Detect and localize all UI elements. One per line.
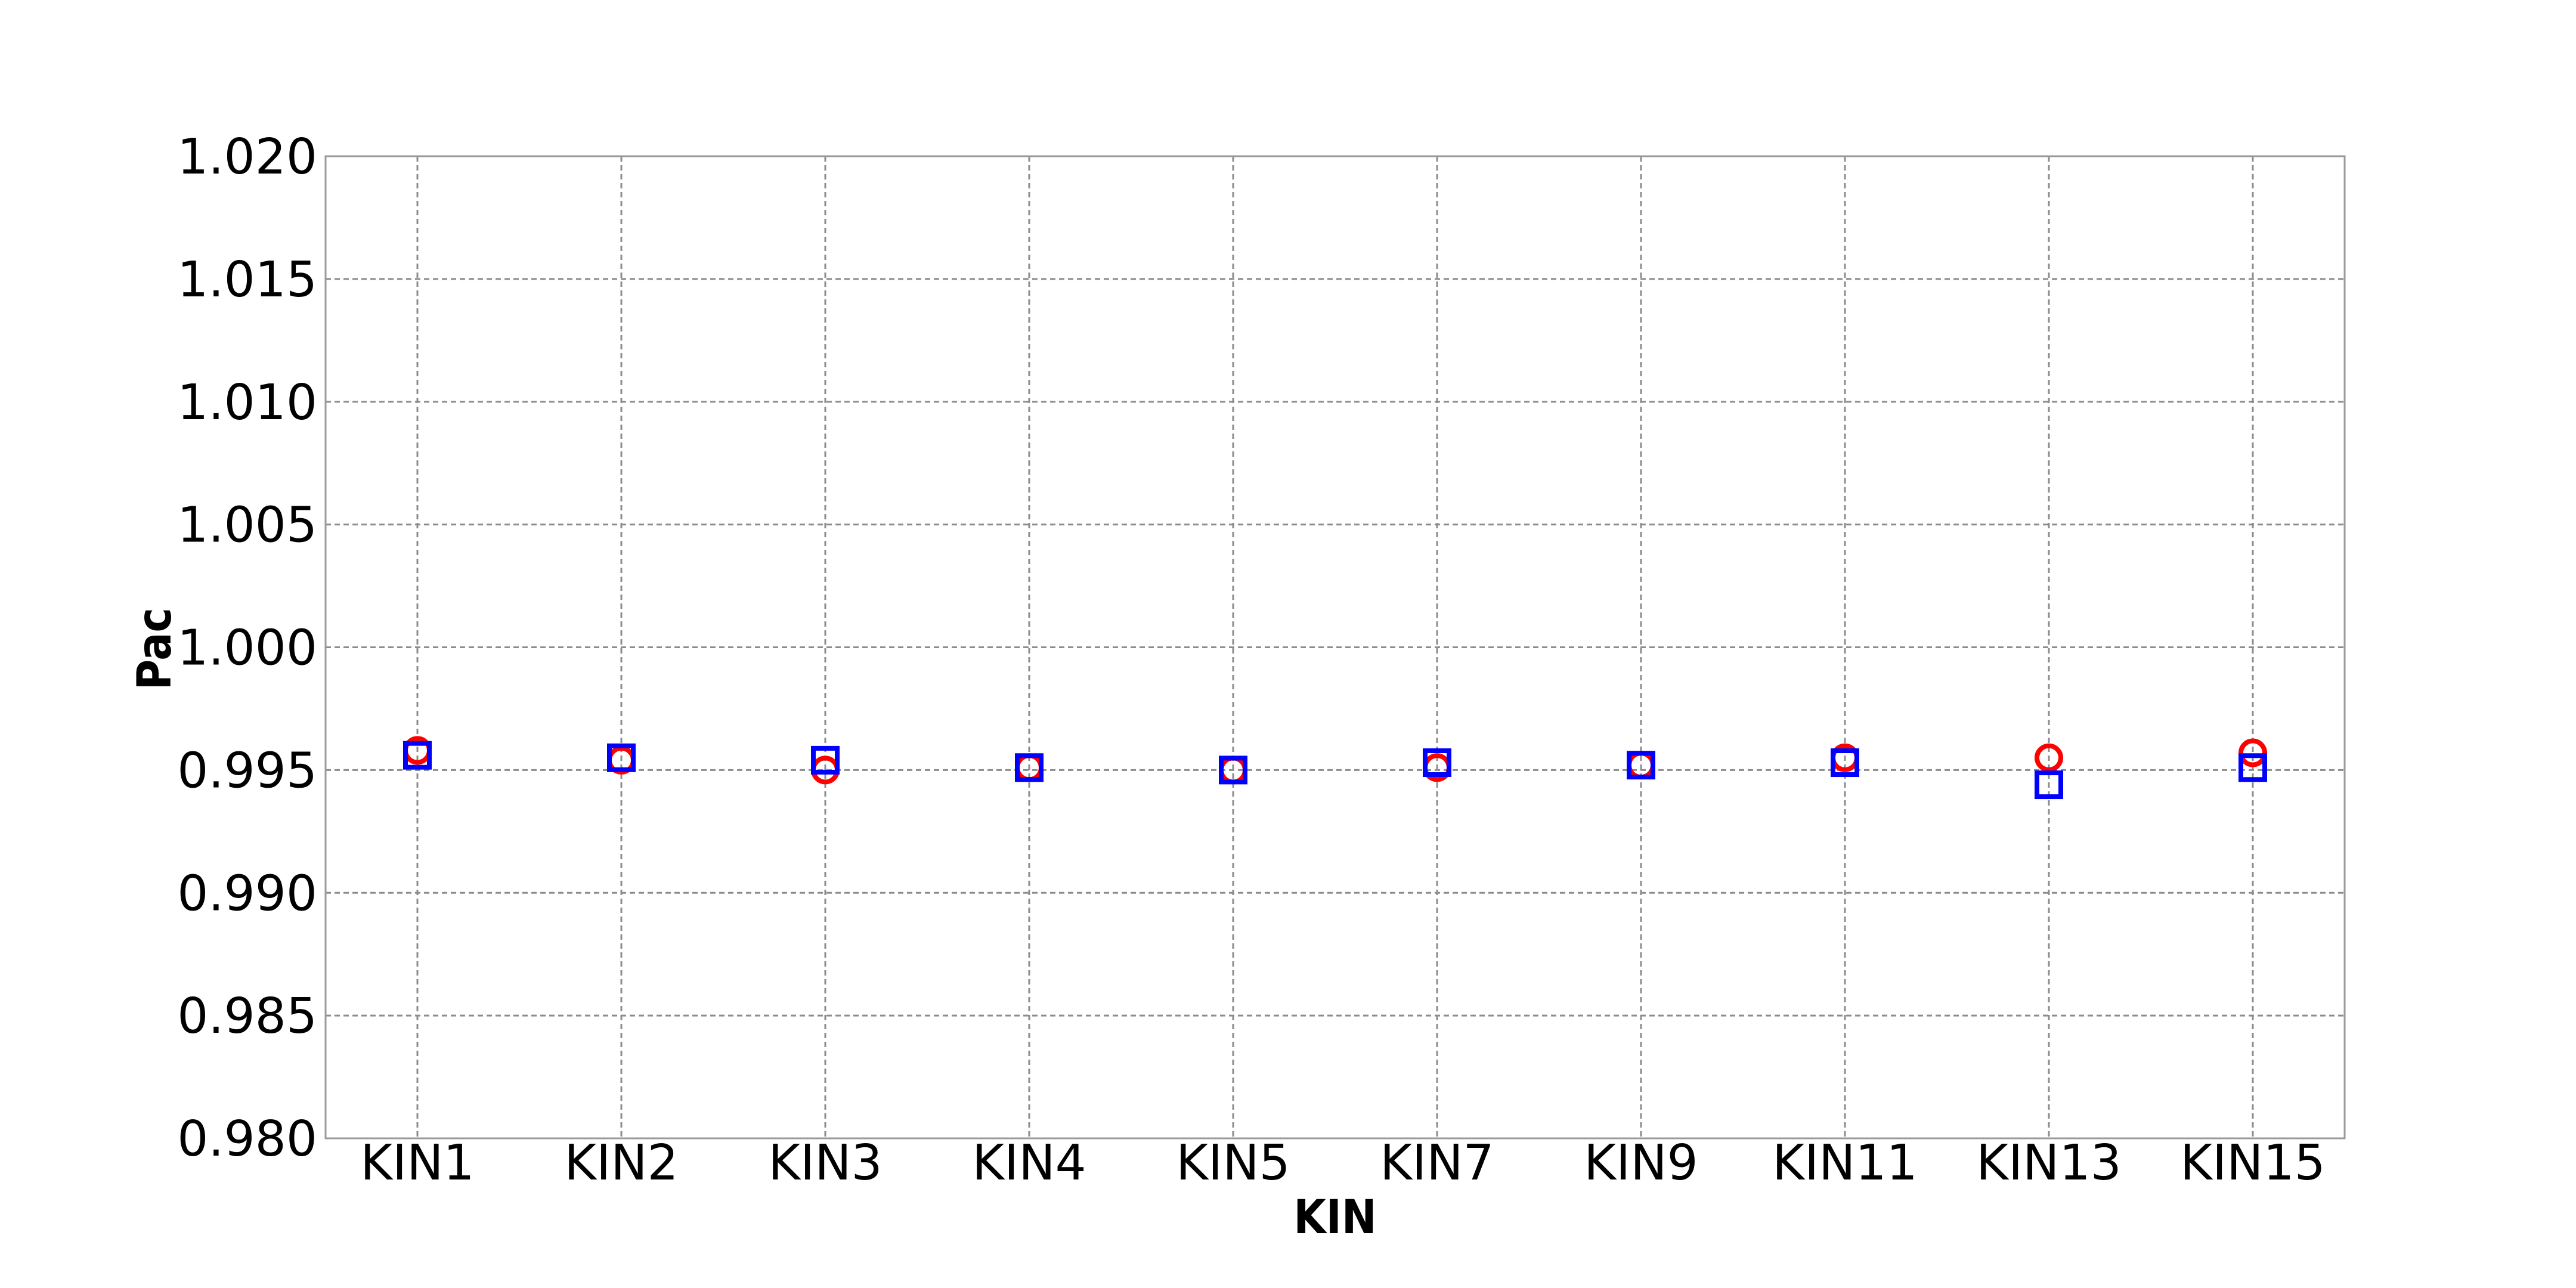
grid <box>326 155 2345 1140</box>
y-tick-label: 1.010 <box>177 374 317 431</box>
x-tick-label: KIN15 <box>2180 1135 2326 1191</box>
x-tick-label: KIN5 <box>1176 1135 1290 1191</box>
y-tick-label: 0.995 <box>177 742 317 799</box>
x-tick-label: KIN1 <box>360 1135 474 1191</box>
y-tick-label: 1.005 <box>177 497 317 554</box>
x-axis-ticks: KIN1 KIN2 KIN3 KIN4 KIN5 KIN7 KIN9 KIN11 KIN13 KI… <box>360 1135 2326 1191</box>
marker-square <box>811 745 840 775</box>
marker-square <box>1831 748 1859 778</box>
x-tick-label: KIN4 <box>972 1135 1086 1191</box>
y-axis-label: Pac <box>128 608 182 690</box>
x-axis-label: KIN <box>1293 1191 1376 1244</box>
marker-square <box>1015 753 1044 782</box>
data-markers <box>403 736 2267 800</box>
y-tick-label: 1.020 <box>177 129 317 185</box>
y-tick-label: 1.015 <box>177 252 317 308</box>
marker-square <box>607 743 636 772</box>
plot-frame <box>324 155 2346 1140</box>
x-tick-label: KIN2 <box>564 1135 678 1191</box>
marker-square <box>1219 756 1247 785</box>
y-axis-ticks: 0.980 0.985 0.990 0.995 1.000 1.005 1.010 1.015… <box>177 129 317 1168</box>
y-tick-label: 0.990 <box>177 865 317 922</box>
y-tick-label: 0.985 <box>177 988 317 1045</box>
marker-square <box>403 741 432 770</box>
marker-square <box>2238 753 2267 782</box>
marker-circle <box>2238 738 2267 767</box>
x-tick-label: KIN11 <box>1772 1135 1918 1191</box>
x-tick-label: KIN13 <box>1976 1135 2122 1191</box>
x-tick-label: KIN3 <box>768 1135 882 1191</box>
marker-square <box>1423 748 1451 778</box>
marker-square <box>1627 751 1655 780</box>
x-tick-label: KIN7 <box>1380 1135 1494 1191</box>
marker-square <box>2035 770 2063 800</box>
y-tick-label: 0.980 <box>177 1111 317 1168</box>
marker-circle <box>2035 743 2063 772</box>
y-tick-label: 1.000 <box>177 620 317 677</box>
x-tick-label: KIN9 <box>1584 1135 1698 1191</box>
